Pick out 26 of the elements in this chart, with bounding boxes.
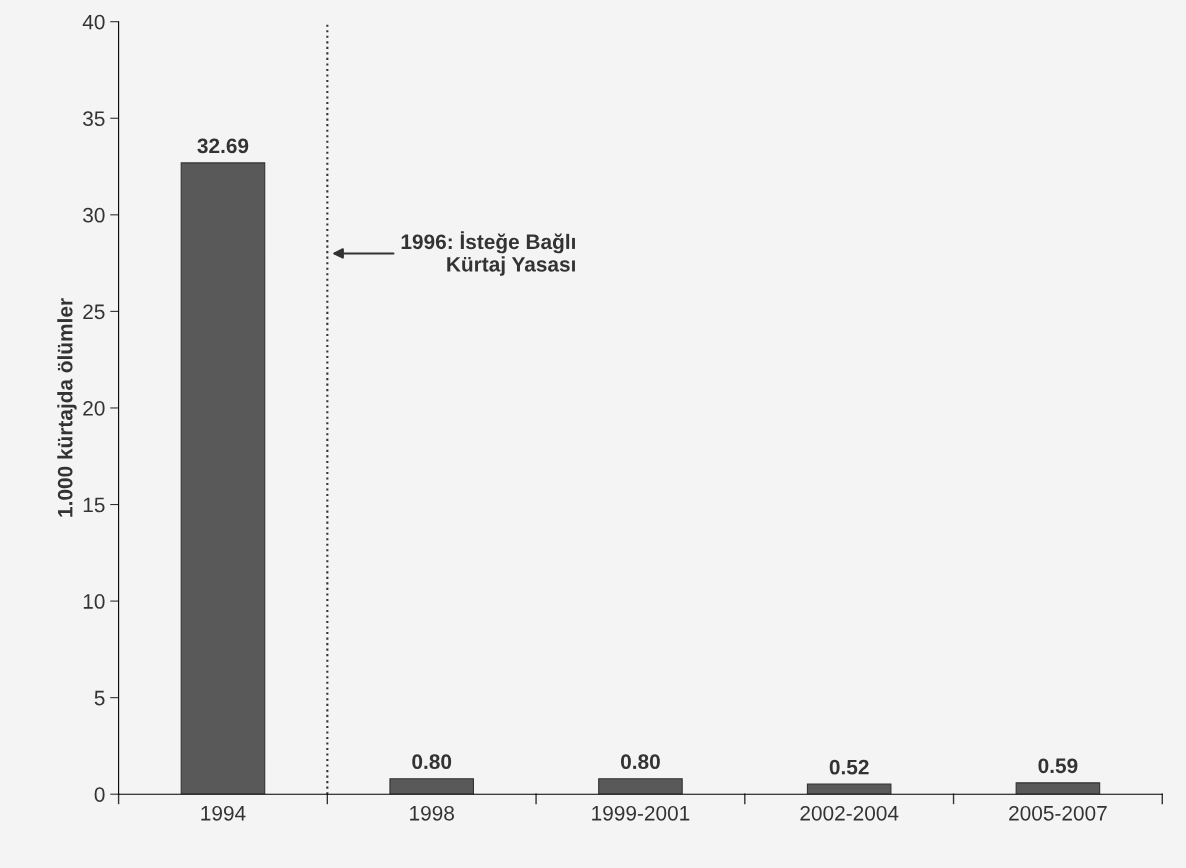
data-label: 32.69 [197,138,249,154]
bar [598,778,683,795]
bar [806,783,892,795]
y-tick-label: 25 [83,304,105,320]
data-label: 0.80 [620,754,660,770]
y-tick-label: 10 [83,594,105,609]
y-tick-label: 30 [83,207,105,223]
y-tick-label: 15 [83,497,105,513]
data-label: 0.59 [1038,758,1078,774]
y-tick-label: 35 [83,111,105,127]
bar [180,162,266,795]
x-tick-label: 1994 [201,805,246,821]
y-tick-label: 40 [82,14,105,30]
y-axis-title: 1.000 kürtajda ölümler [57,298,77,517]
annotation: 1996: İsteğe Bağlı Kürtaj Yasası [401,231,575,276]
x-tick-label: 2002-2004 [800,805,899,821]
y-tick-label: 20 [83,400,105,416]
x-tick-label: 1999-2001 [592,805,690,821]
data-label: 0.52 [829,759,869,775]
y-tick-label: 0 [94,787,105,802]
bar [389,778,475,795]
y-tick-label: 5 [94,690,105,706]
x-tick-label: 1998 [410,805,454,821]
data-label: 0.80 [412,754,452,770]
x-tick-label: 2005-2007 [1009,805,1107,821]
bar [1015,782,1101,795]
